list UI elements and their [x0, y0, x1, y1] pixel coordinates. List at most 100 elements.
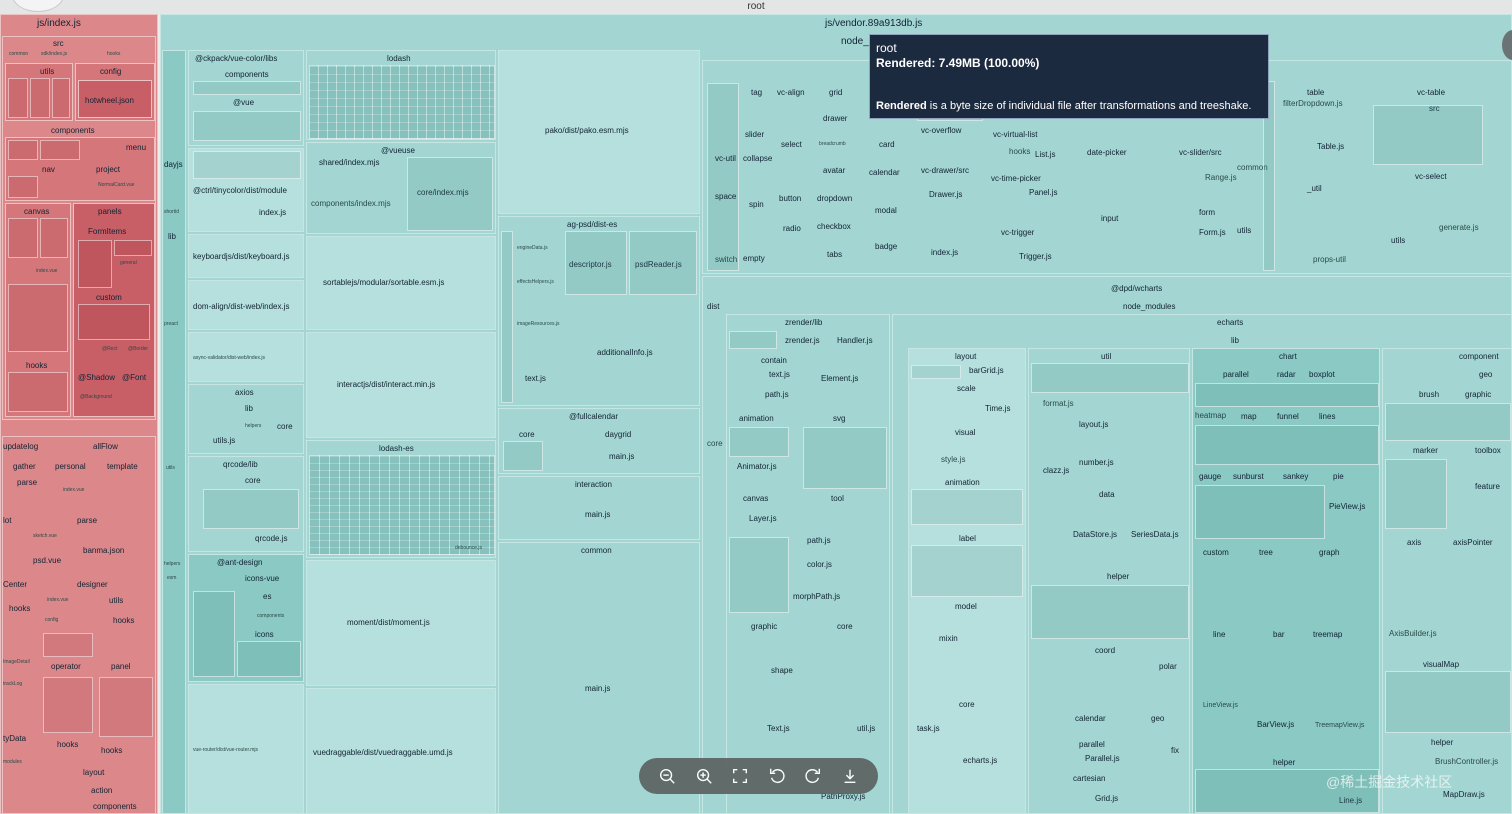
- treemap-node-vuedraggable[interactable]: vuedraggable/dist/vuedraggable.umd.js: [306, 688, 496, 814]
- treemap-cell[interactable]: [43, 633, 93, 657]
- treemap-cell[interactable]: [1031, 585, 1189, 639]
- treemap-node-interact[interactable]: interactjs/dist/interact.min.js: [306, 332, 496, 438]
- treemap-node-pako[interactable]: pako/dist/pako.esm.mjs: [498, 50, 700, 214]
- node-label: lodash: [387, 54, 411, 63]
- treemap-node-echarts-core-group[interactable]: layout barGrid.js scale Time.js visual s…: [908, 348, 1026, 814]
- treemap-cell[interactable]: [193, 151, 301, 179]
- treemap-cell[interactable]: [1385, 671, 1511, 733]
- treemap-cell[interactable]: [911, 365, 961, 379]
- treemap-node-lodash[interactable]: lodash: [306, 50, 496, 140]
- treemap-node-panels[interactable]: panels FormItems general custom @Rect @B…: [73, 203, 155, 417]
- treemap-cell[interactable]: [309, 65, 495, 139]
- treemap-cell[interactable]: [193, 81, 301, 95]
- treemap-node-utils[interactable]: utils: [5, 63, 73, 121]
- treemap-node-keyboard[interactable]: keyboardjs/dist/keyboard.js: [188, 234, 304, 278]
- treemap-node-canvas[interactable]: canvas index.vue hooks: [5, 203, 71, 417]
- rotate-left-button[interactable]: [766, 765, 788, 787]
- treemap-cell[interactable]: [911, 545, 1023, 597]
- side-panel-toggle-button[interactable]: [1502, 30, 1512, 60]
- node-label: util: [1101, 352, 1112, 361]
- treemap-cell[interactable]: [503, 441, 543, 471]
- treemap-cell[interactable]: [99, 677, 153, 737]
- treemap-cell[interactable]: [1195, 769, 1379, 813]
- treemap-node-hotwheel[interactable]: hotwheel.json: [78, 80, 152, 118]
- treemap-node-qrcode[interactable]: qrcode/lib core qrcode.js: [188, 456, 304, 552]
- treemap-cell[interactable]: [237, 641, 301, 677]
- treemap-cell[interactable]: [707, 83, 739, 271]
- treemap-node-vueuse[interactable]: @vueuse shared/index.mjs components/inde…: [306, 142, 496, 234]
- treemap-node-zrender[interactable]: zrender/lib zrender.js Handler.js contai…: [726, 314, 890, 814]
- treemap-cell[interactable]: [30, 78, 50, 118]
- treemap-cell[interactable]: [114, 240, 152, 256]
- treemap-cell[interactable]: [1195, 485, 1325, 539]
- fit-view-button[interactable]: [729, 765, 751, 787]
- treemap-cell[interactable]: [203, 489, 299, 529]
- treemap-node-ckpack[interactable]: @ckpack/vue-color/libs components @vue: [188, 50, 304, 146]
- node-label: layout: [83, 768, 105, 777]
- treemap-cell[interactable]: [309, 455, 495, 555]
- treemap-node-views[interactable]: updatelog allFlow gather personal templa…: [2, 436, 156, 814]
- treemap-node-ctrl-tinycolor[interactable]: @ctrl/tinycolor/dist/module index.js: [188, 148, 304, 232]
- treemap-cell[interactable]: [8, 176, 38, 198]
- treemap-node-agpsd[interactable]: ag-psd/dist-es engineData.js effectsHelp…: [498, 216, 700, 406]
- treemap-cell[interactable]: [1385, 459, 1447, 529]
- treemap-cell[interactable]: [407, 157, 493, 231]
- treemap-cell[interactable]: [8, 284, 68, 352]
- treemap-cell[interactable]: [729, 427, 789, 457]
- treemap-cell[interactable]: [501, 231, 513, 403]
- treemap-cell[interactable]: [1263, 81, 1275, 271]
- node-label: slider: [745, 130, 765, 139]
- download-button[interactable]: [839, 765, 861, 787]
- rotate-right-button[interactable]: [802, 765, 824, 787]
- node-label: node_modules: [1123, 302, 1176, 311]
- treemap-cell[interactable]: [729, 537, 789, 613]
- treemap-node-echarts-component[interactable]: component geo brush graphic marker toolb…: [1382, 348, 1512, 814]
- treemap-cell[interactable]: [193, 111, 301, 141]
- treemap-node-echarts-util-data[interactable]: util format.js layout.js number.js clazz…: [1028, 348, 1190, 814]
- treemap-cell[interactable]: [78, 304, 150, 340]
- zoom-in-button[interactable]: [693, 765, 715, 787]
- treemap-cell[interactable]: [1195, 383, 1379, 407]
- treemap-cell[interactable]: [8, 372, 68, 412]
- node-label: core: [837, 622, 853, 631]
- treemap-node-axios[interactable]: axios lib helpers core utils.js: [188, 384, 304, 454]
- treemap-node-small-libs[interactable]: dayjs shortid lib preact utils helpers e…: [162, 50, 186, 814]
- treemap-cell[interactable]: [1195, 425, 1379, 465]
- treemap-node-asyncvalidator[interactable]: async-validator/dist-web/index.js: [188, 332, 304, 382]
- treemap-node-components[interactable]: menu nav project NormalCard.vue: [5, 137, 155, 201]
- node-label: model: [955, 602, 977, 611]
- treemap-cell[interactable]: [52, 78, 70, 118]
- treemap-node-antdesign[interactable]: @ant-design icons-vue es components icon…: [188, 554, 304, 682]
- treemap-cell[interactable]: [8, 218, 38, 258]
- node-label: vc-time-picker: [991, 174, 1041, 183]
- treemap-cell[interactable]: [911, 489, 1023, 525]
- treemap-node-fullcalendar[interactable]: @fullcalendar core daygrid main.js: [498, 408, 700, 474]
- treemap-cell[interactable]: [8, 78, 28, 118]
- treemap-cell[interactable]: [1031, 363, 1189, 393]
- treemap-cell[interactable]: [565, 231, 627, 295]
- treemap-node-config[interactable]: config hotwheel.json: [75, 63, 155, 121]
- treemap-cell[interactable]: [1385, 403, 1511, 441]
- treemap-cell[interactable]: [40, 140, 80, 160]
- root-bar[interactable]: root: [0, 0, 1512, 14]
- treemap-cell[interactable]: [78, 240, 112, 288]
- treemap-cell[interactable]: [629, 231, 697, 295]
- treemap-cell[interactable]: [193, 591, 235, 677]
- treemap-node-vuerouter[interactable]: vue-router/dist/vue-router.mjs: [188, 684, 304, 814]
- treemap-node-sortable[interactable]: sortablejs/modular/sortable.esm.js: [306, 236, 496, 330]
- treemap-node-src[interactable]: src common sdk/index.js hooks utils conf…: [2, 36, 156, 420]
- treemap-node-echarts-chart[interactable]: chart parallel radar boxplot heatmap map…: [1192, 348, 1380, 814]
- treemap-cell[interactable]: [8, 140, 38, 160]
- node-label: visualMap: [1423, 660, 1460, 669]
- treemap-cell[interactable]: [43, 677, 93, 733]
- treemap-cell[interactable]: [1373, 105, 1483, 165]
- treemap-cell[interactable]: [40, 218, 68, 258]
- treemap-cell[interactable]: [803, 427, 887, 489]
- node-label: designer: [77, 580, 108, 589]
- treemap-node-domalign[interactable]: dom-align/dist-web/index.js: [188, 280, 304, 330]
- treemap-cell[interactable]: [729, 331, 777, 349]
- treemap-node-moment[interactable]: moment/dist/moment.js: [306, 560, 496, 686]
- treemap-node-interaction[interactable]: interaction main.js: [498, 476, 700, 540]
- treemap-node-lodash-es[interactable]: lodash-es debounce.js: [306, 440, 496, 558]
- zoom-out-button[interactable]: [656, 765, 678, 787]
